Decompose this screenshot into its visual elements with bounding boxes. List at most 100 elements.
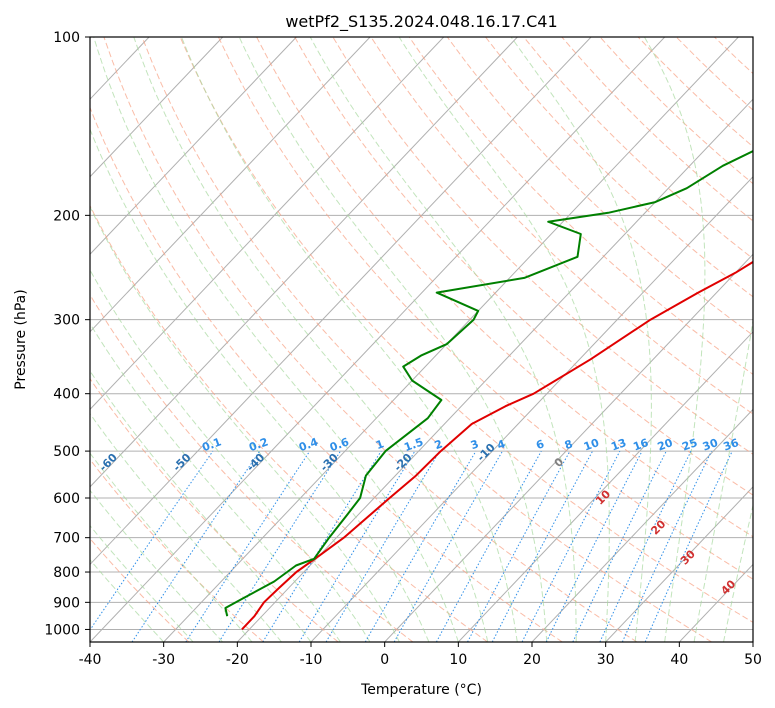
moist-adiabat-label: 20 [648,517,668,537]
moist-adiabat [238,37,548,642]
dry-adiabat [637,37,753,148]
x-tick-label: 20 [523,652,541,668]
isotherm [310,176,753,642]
mixing-ratio-label: 0.6 [328,435,351,454]
mixing-ratio-label: 1 [374,437,386,452]
isotherm-label: -20 [391,451,414,474]
moist-adiabat [90,205,400,642]
mixing-ratio-label: 13 [609,436,628,453]
y-tick-label: 600 [53,491,80,507]
mixing-ratio-label: 8 [563,437,575,452]
chart-title: wetPf2_S135.2024.048.16.17.C41 [285,12,557,32]
y-tick-label: 700 [53,531,80,547]
x-tick-label: 30 [597,652,615,668]
moist-adiabat [90,558,165,642]
dry-adiabat [523,37,753,260]
mixing-ratio-line [325,450,441,642]
dry-adiabat [294,37,753,496]
dry-adiabat [90,293,414,642]
mixing-ratio-line [521,450,621,642]
mixing-ratio-line [491,450,594,642]
dry-adiabat [408,37,753,375]
y-axis-label: Pressure (hPa) [13,289,29,389]
moist-adiabat [90,489,223,642]
dry-adiabat [141,37,712,642]
mixing-ratio-line [599,450,692,642]
isotherm [384,253,753,642]
dry-adiabat [714,37,753,75]
mixing-ratio-label: 0.1 [200,435,223,454]
x-axis-label: Temperature (°C) [360,682,482,698]
isotherm [457,331,753,642]
dry-adiabat [256,37,753,538]
x-tick-label: 0 [380,652,389,668]
moist-adiabat [90,524,194,642]
moist-adiabat-label: 10 [593,487,613,507]
mixing-ratio-label: 0.2 [247,435,270,454]
moist-adiabat-label: 0 [552,455,567,470]
moist-adiabat [510,37,652,642]
isotherm [0,37,75,642]
dry-adiabat [446,37,753,336]
mixing-ratio-line [435,450,542,642]
isotherm [90,37,224,178]
isotherm [90,37,445,411]
mixing-ratio-line [467,450,571,642]
y-tick-label: 500 [53,444,80,460]
isotherm-label: -70 [23,451,46,474]
isotherm [0,37,2,642]
dry-adiabat [90,458,264,642]
dry-adiabat [485,37,753,298]
isotherm [605,486,753,642]
moist-adiabat-label: 40 [718,577,738,597]
mixing-ratio-label: 0.4 [297,435,320,454]
moist-adiabat [133,37,489,642]
mixing-ratio-line [262,450,382,642]
moist-adiabat [181,37,518,642]
isotherm-label: -50 [170,451,193,474]
mixing-ratio-line [572,450,667,642]
temperature-profile [241,260,753,631]
moist-adiabat [90,322,341,642]
isotherm [90,37,371,333]
dewpoint-profile [224,150,753,617]
mixing-ratio-label: 16 [631,436,650,454]
mixing-ratio-line [393,450,503,642]
mixing-ratio-label: 10 [582,436,601,454]
dry-adiabat [179,37,753,623]
plot-area: 0.10.20.40.611.52346810131620253036-100-… [0,37,753,642]
x-tick-label: 50 [744,652,762,668]
moist-adiabat [398,37,610,642]
isotherm [678,563,753,642]
x-tick-label: 40 [670,652,688,668]
moist-adiabat [90,370,312,642]
mixing-ratio-line [185,450,311,642]
isotherm-label: -60 [97,451,120,474]
isotherm-label: -40 [244,451,267,474]
mixing-ratio-line [218,450,341,642]
dry-adiabat [217,37,753,580]
x-tick-label: -30 [152,652,175,668]
dry-adiabat [90,204,488,642]
mixing-ratio-line [131,450,261,642]
mixing-ratio-line [621,450,712,642]
plot-frame [89,36,754,643]
y-tick-label: 1000 [44,622,80,638]
dry-adiabat [332,37,753,455]
moist-adiabat [93,37,459,642]
mixing-ratio-label: 2 [433,437,445,452]
x-tick-label: -40 [79,652,102,668]
isotherm [752,641,753,642]
mixing-ratio-label: 3 [469,437,481,452]
mixing-ratio-line [90,450,214,631]
mixing-ratio-label: 36 [722,436,741,454]
mixing-ratio-line [298,450,416,642]
mixing-ratio-label: 6 [534,437,546,452]
moist-adiabat [90,269,371,642]
mixing-ratio-label: 1.5 [402,435,425,454]
mixing-ratio-line [644,450,733,642]
x-tick-label: 10 [449,652,467,668]
isotherm [90,37,592,566]
moist-adiabat [723,503,753,642]
